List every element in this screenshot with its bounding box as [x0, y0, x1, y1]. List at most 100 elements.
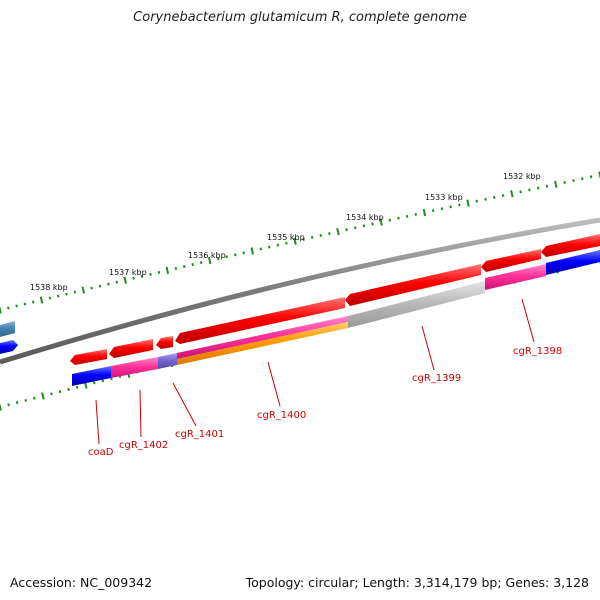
major-tick	[250, 247, 254, 255]
minor-tick	[56, 294, 60, 298]
edge-blue-arrow[interactable]	[0, 340, 18, 354]
minor-tick	[440, 207, 444, 211]
gene-label-coaD[interactable]: coaD	[88, 447, 114, 458]
major-tick	[207, 256, 212, 265]
cgR_1401-feature[interactable]	[158, 353, 177, 369]
gene-label-cgR_1400[interactable]: cgR_1400	[257, 410, 306, 421]
major-tick	[510, 190, 514, 198]
minor-tick	[15, 401, 19, 405]
minor-tick	[101, 379, 105, 383]
major-tick	[81, 286, 86, 294]
minor-tick	[174, 266, 178, 270]
cgR_1399-feature[interactable]	[348, 281, 485, 328]
cgR_1400-band-orange[interactable]	[177, 322, 348, 365]
major-tick	[293, 237, 297, 245]
scale-label-1534: 1534 kbp	[346, 213, 384, 222]
minor-tick	[268, 245, 271, 249]
coaD-feature[interactable]	[72, 366, 111, 386]
minor-tick	[24, 398, 27, 402]
minor-tick	[15, 304, 18, 308]
minor-tick	[90, 286, 93, 290]
cgR_1401-leader	[172, 382, 197, 427]
gene-label-cgR_1401[interactable]: cgR_1401	[175, 429, 224, 440]
minor-tick	[23, 302, 27, 306]
minor-tick	[345, 228, 348, 232]
minor-tick	[242, 251, 245, 255]
gene-label-leaders	[95, 298, 535, 445]
gene-feature-cds[interactable]	[70, 349, 107, 365]
minor-tick	[191, 263, 194, 267]
minor-tick	[199, 261, 203, 265]
minor-tick	[563, 181, 566, 184]
minor-tick	[572, 179, 575, 183]
minor-tick	[157, 270, 161, 274]
cgR_1398-leader	[521, 298, 535, 343]
minor-tick	[65, 292, 68, 296]
major-tick	[123, 276, 127, 284]
major-tick	[0, 306, 2, 314]
gene-feature-cds[interactable]	[175, 297, 345, 344]
minor-tick	[362, 224, 366, 228]
gene-feature-cds[interactable]	[541, 234, 600, 257]
coaD-leader	[95, 399, 100, 445]
cgR_1402-feature[interactable]	[111, 357, 158, 378]
major-tick	[554, 180, 558, 188]
minor-tick	[397, 216, 400, 220]
cgR_1400-band-pink[interactable]	[177, 316, 348, 359]
scale-label-1537: 1537 kbp	[109, 268, 147, 277]
minor-tick	[7, 403, 10, 407]
minor-tick	[545, 184, 549, 188]
adjacent-blue-feature[interactable]	[546, 250, 600, 275]
minor-tick	[276, 243, 280, 247]
minor-tick	[589, 175, 593, 179]
gene-label-cgR_1399[interactable]: cgR_1399	[412, 373, 461, 384]
scale-labels: 1538 kbp 1537 kbp 1536 kbp 1535 kbp 1534…	[30, 172, 541, 292]
gene-labels: coaD cgR_1402 cgR_1401 cgR_1400 cgR_1399…	[88, 346, 562, 458]
cgR_1399-leader	[421, 325, 435, 371]
genome-backbone	[0, 217, 600, 365]
gene-label-cgR_1398[interactable]: cgR_1398	[513, 346, 562, 357]
minor-tick	[183, 264, 186, 269]
minor-tick	[225, 255, 228, 259]
minor-tick	[581, 177, 584, 181]
minor-tick	[7, 306, 10, 310]
minor-tick	[73, 290, 77, 294]
map-title: Corynebacterium glutamicum R, complete g…	[133, 10, 467, 25]
minor-tick	[493, 195, 496, 199]
minor-tick	[140, 274, 144, 278]
minor-tick	[501, 194, 505, 197]
edge-steel-feature[interactable]	[0, 321, 15, 337]
minor-tick	[449, 205, 452, 209]
minor-tick	[132, 276, 135, 280]
minor-tick	[536, 186, 540, 190]
minor-tick	[328, 232, 331, 235]
minor-tick	[67, 387, 70, 392]
minor-tick	[107, 282, 110, 286]
gene-feature-cds[interactable]	[156, 336, 173, 349]
cgR_1398-feature[interactable]	[485, 264, 546, 290]
gene-feature-cds[interactable]	[481, 249, 541, 272]
minor-tick	[431, 209, 435, 213]
gene-label-cgR_1402[interactable]: cgR_1402	[119, 440, 168, 451]
gene-feature-cds[interactable]	[109, 339, 153, 358]
scale-label-1535: 1535 kbp	[267, 233, 305, 242]
minor-tick	[475, 199, 479, 203]
minor-tick	[50, 392, 53, 396]
minor-tick	[48, 296, 52, 300]
minor-tick	[319, 234, 322, 237]
major-tick	[165, 266, 170, 275]
cgR_1402-leader	[139, 389, 142, 438]
major-tick	[39, 296, 44, 304]
minor-tick	[388, 218, 392, 222]
scale-label-1536: 1536 kbp	[188, 251, 226, 260]
minor-tick	[414, 212, 418, 216]
minor-tick	[75, 385, 79, 389]
gene-feature-cds[interactable]	[345, 264, 481, 306]
minor-tick	[519, 190, 522, 194]
minor-tick	[58, 390, 62, 394]
major-tick	[41, 392, 45, 400]
minor-tick	[33, 396, 36, 400]
scale-label-1532: 1532 kbp	[503, 172, 541, 181]
forward-strand-features	[70, 234, 600, 365]
